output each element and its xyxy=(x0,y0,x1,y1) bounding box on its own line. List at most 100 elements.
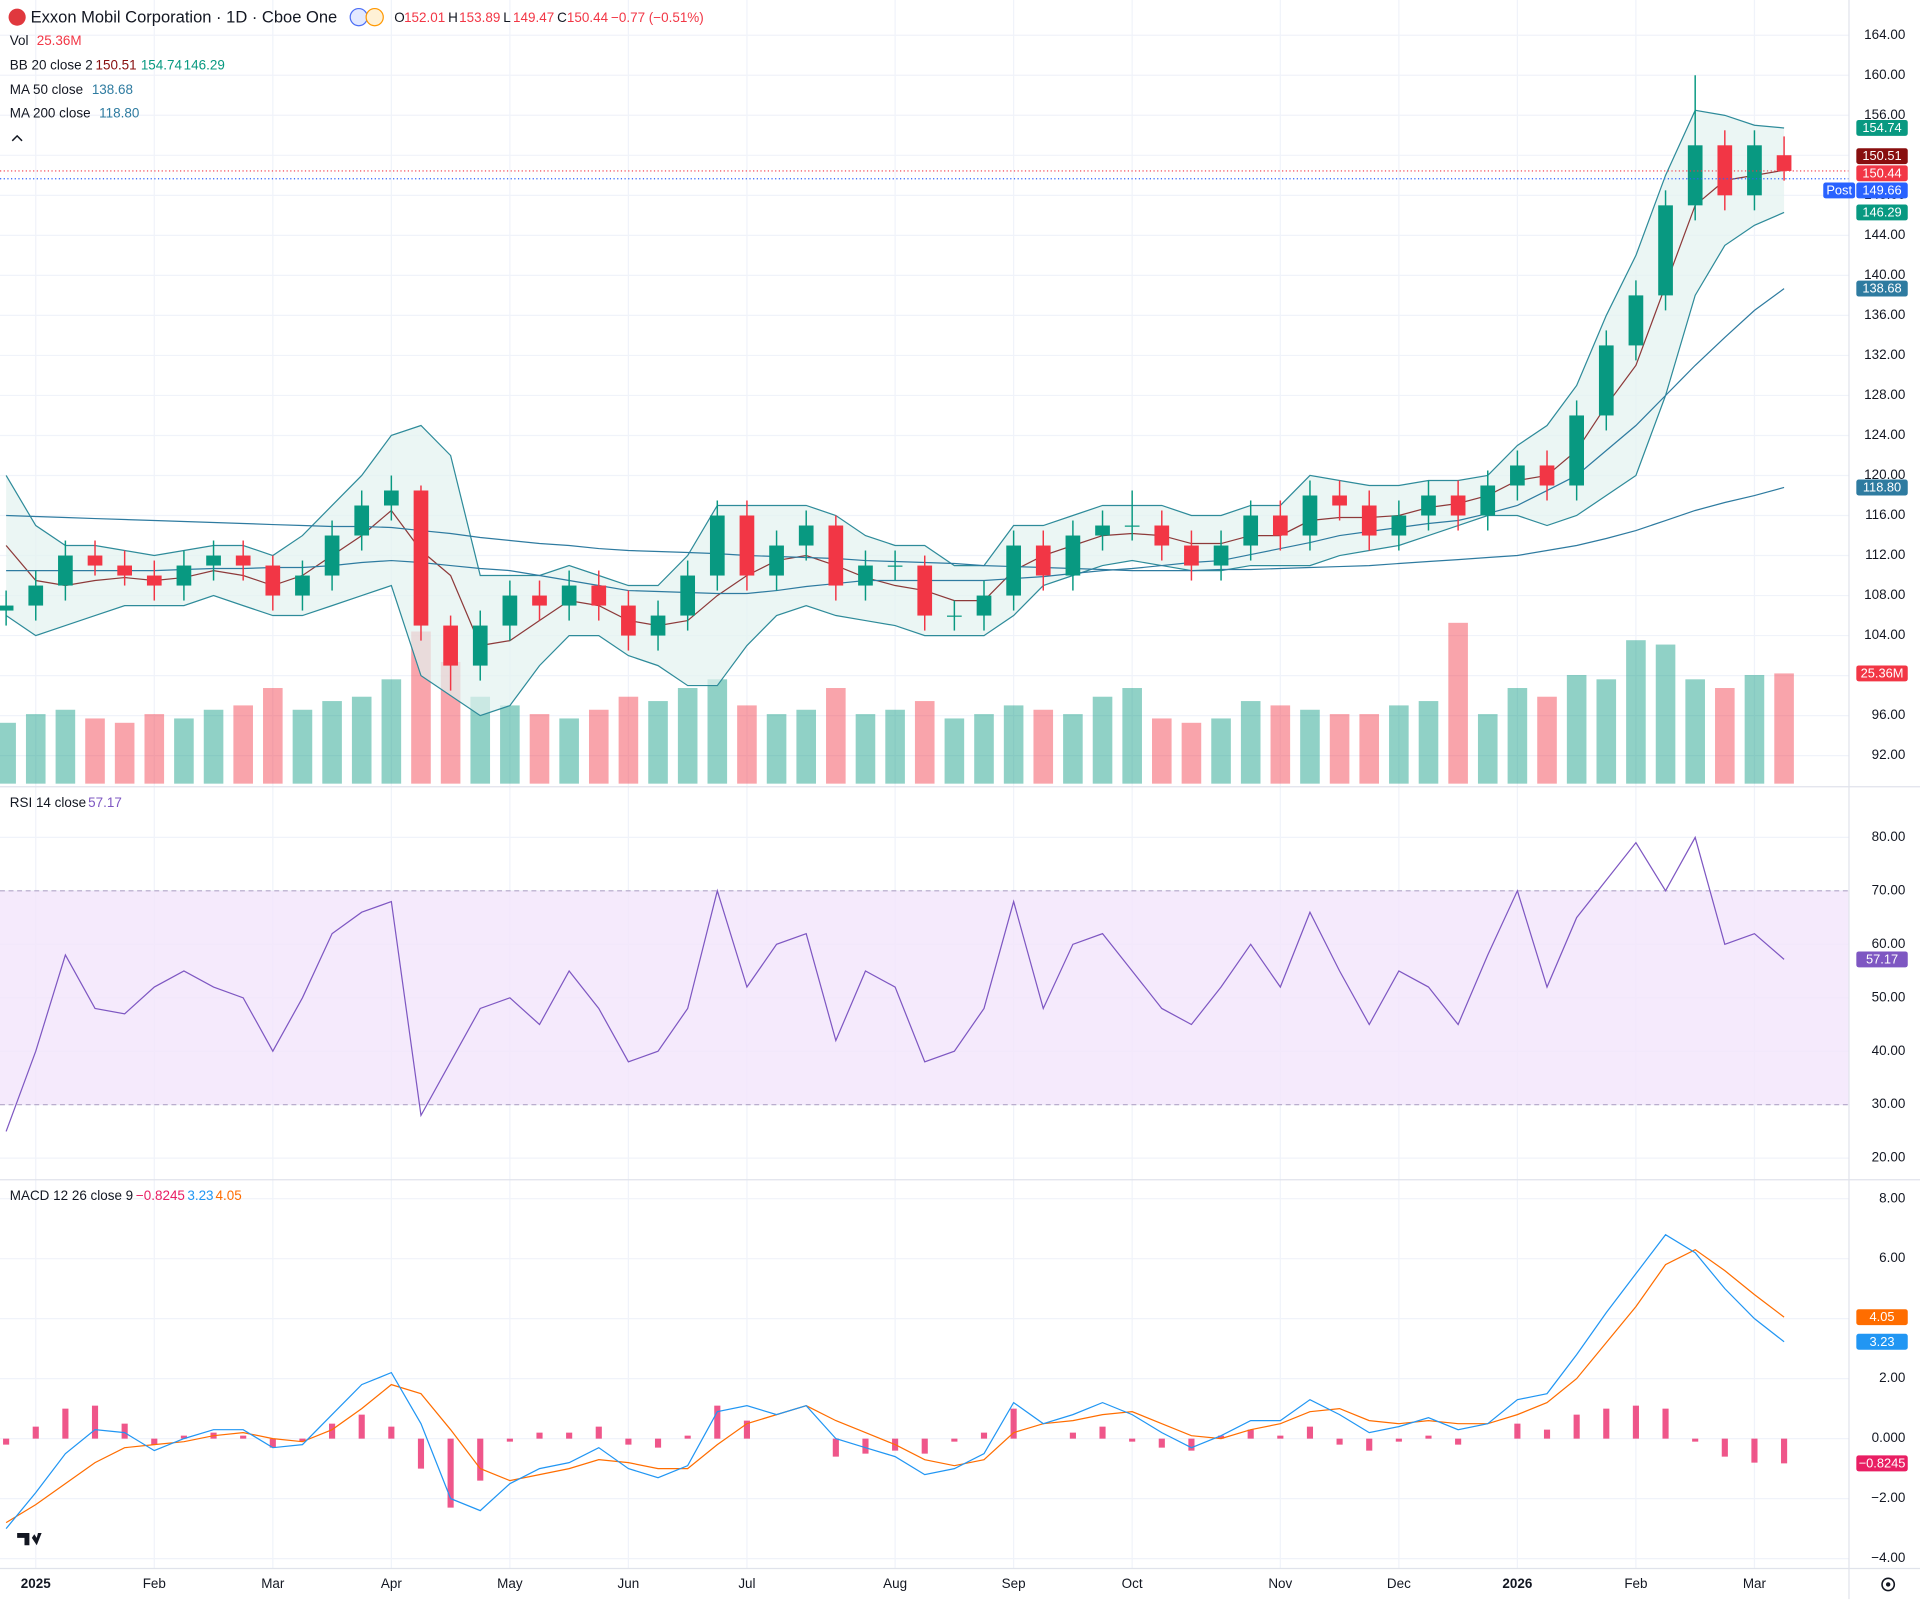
volume-bar xyxy=(1003,705,1024,784)
candle-body xyxy=(1272,515,1288,536)
candle-body xyxy=(87,555,103,566)
y-tick-label: 124.00 xyxy=(1864,427,1905,442)
time-tick-label: Feb xyxy=(1624,1576,1647,1591)
candle-body xyxy=(117,565,132,576)
volume-bar xyxy=(55,709,76,784)
legend-name[interactable]: MA 50 close xyxy=(10,82,83,97)
macd-histogram-bar xyxy=(1603,1408,1610,1439)
macd-histogram-bar xyxy=(1662,1408,1669,1439)
legend-value: 3.23 xyxy=(187,1188,213,1203)
collapse-legend-button[interactable] xyxy=(11,134,23,142)
y-tick-label: 60.00 xyxy=(1872,936,1906,951)
price-badge xyxy=(1856,1309,1908,1326)
macd-histogram-bar xyxy=(1721,1438,1728,1457)
legend-name[interactable]: BB 20 close 2 xyxy=(10,58,93,73)
candle-body xyxy=(591,585,607,606)
macd-histogram-bar xyxy=(62,1408,69,1439)
candle-body xyxy=(739,515,755,576)
candle-body xyxy=(1717,145,1733,196)
volume-bar xyxy=(500,705,520,784)
y-tick-label: 70.00 xyxy=(1872,882,1906,897)
macd-histogram-bar xyxy=(151,1438,158,1445)
macd-histogram-bar xyxy=(1425,1435,1432,1439)
y-tick-label: 132.00 xyxy=(1864,347,1905,362)
price-badge xyxy=(1856,1333,1908,1350)
badge-tag-label: Post xyxy=(1826,182,1852,197)
legend-value: 57.17 xyxy=(88,795,122,810)
volume-bar xyxy=(1181,722,1202,784)
volume-bar xyxy=(0,722,16,784)
candle-body xyxy=(1391,515,1407,536)
candle-body xyxy=(1302,495,1318,536)
y-tick-label: 92.00 xyxy=(1872,747,1906,762)
tradingview-logo[interactable] xyxy=(17,1533,42,1546)
volume-bar xyxy=(944,718,965,784)
y-tick-label: 156.00 xyxy=(1864,107,1905,122)
legend-name[interactable]: Vol xyxy=(10,33,29,48)
candle-body xyxy=(650,615,666,636)
time-tick-label: Feb xyxy=(143,1576,166,1591)
y-tick-label: 112.00 xyxy=(1865,547,1905,562)
symbol-logo xyxy=(8,8,26,26)
delayed-icon[interactable] xyxy=(365,7,384,27)
legend-value: 150.51 xyxy=(96,58,137,73)
y-tick-label: 8.00 xyxy=(1879,1190,1905,1205)
volume-bar xyxy=(737,705,757,784)
price-badge-label: 57.17 xyxy=(1866,951,1898,966)
macd-histogram-bar xyxy=(1751,1438,1758,1463)
symbol-title[interactable]: Exxon Mobil Corporation · 1D · Cboe One xyxy=(31,8,338,27)
candle-body xyxy=(1628,295,1644,346)
macd-histogram-bar xyxy=(714,1405,721,1439)
time-tick-label: Nov xyxy=(1268,1576,1292,1591)
macd-histogram-bar xyxy=(1543,1429,1551,1439)
price-badge xyxy=(1856,182,1908,199)
volume-bar xyxy=(381,679,402,784)
candle-body xyxy=(1184,545,1199,566)
candle-body xyxy=(295,575,310,596)
legend-value: −0.8245 xyxy=(136,1188,185,1203)
volume-bar xyxy=(1596,679,1617,784)
candle-body xyxy=(1213,545,1229,566)
candle-body xyxy=(561,585,577,606)
y-tick-label: 128.00 xyxy=(1864,387,1905,402)
macd-histogram-bar xyxy=(1277,1435,1284,1439)
macd-histogram-bar xyxy=(477,1438,484,1481)
volume-bar xyxy=(351,696,372,784)
settings-button[interactable] xyxy=(1881,1577,1896,1592)
volume-bar xyxy=(1359,714,1380,784)
candle-body xyxy=(235,555,251,566)
macd-histogram-bar xyxy=(625,1438,632,1445)
macd-histogram-bar xyxy=(1366,1438,1373,1451)
macd-histogram-bar xyxy=(1069,1432,1076,1439)
macd-histogram-bar xyxy=(3,1438,10,1445)
volume-bar xyxy=(529,714,550,784)
y-tick-label: 0.000 xyxy=(1872,1430,1906,1445)
volume-bar xyxy=(233,705,253,784)
status-icon[interactable] xyxy=(349,7,368,27)
ohlc-label: C xyxy=(557,10,567,25)
macd-histogram-bar xyxy=(980,1432,988,1439)
volume-bar xyxy=(1270,705,1291,784)
candle-body xyxy=(384,490,399,506)
price-badge xyxy=(1856,1455,1908,1472)
volume-bar xyxy=(292,709,313,784)
y-tick-label: 80.00 xyxy=(1872,829,1906,844)
volume-bar xyxy=(559,718,579,784)
y-tick-label: 140.00 xyxy=(1864,267,1905,282)
candle-body xyxy=(532,595,547,606)
macd-histogram-bar xyxy=(1158,1438,1165,1448)
legend-name[interactable]: MA 200 close xyxy=(10,105,91,120)
candle-body xyxy=(1361,505,1377,536)
legend-name[interactable]: MACD 12 26 close 9 xyxy=(10,1188,133,1203)
candle-body xyxy=(472,625,488,666)
legend-name[interactable]: RSI 14 close xyxy=(10,795,86,810)
candle-body xyxy=(1569,415,1584,486)
macd-histogram-bar xyxy=(358,1414,365,1439)
time-tick-label: Apr xyxy=(381,1576,402,1591)
time-tick-label: Aug xyxy=(883,1576,907,1591)
y-tick-label: 136.00 xyxy=(1864,307,1905,322)
candle-body xyxy=(1243,515,1259,546)
macd-histogram-bar xyxy=(388,1426,395,1439)
